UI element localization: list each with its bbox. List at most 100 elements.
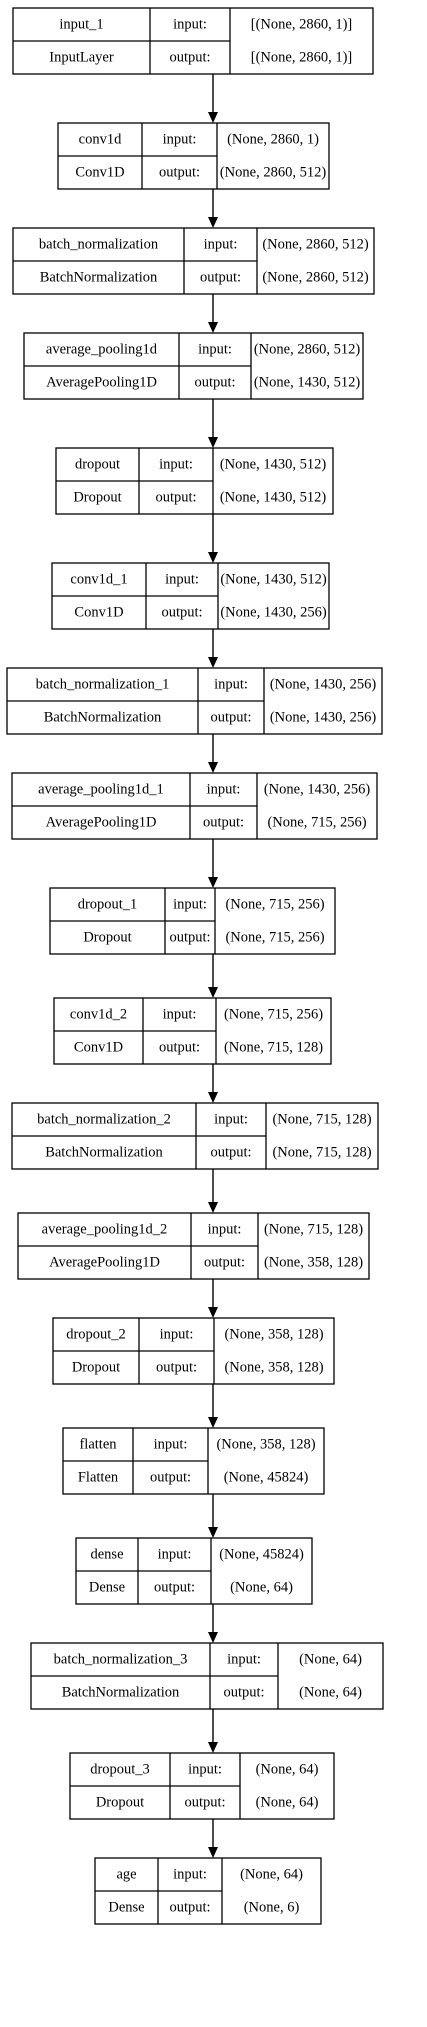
- layer-node-dropout_3: dropout_3 Dropout input: output: (None, 64) (…: [69, 1752, 335, 1820]
- arrowhead: [208, 987, 218, 998]
- nodes-layer: input_1 InputLayer input: output: [(None, 28…: [6, 7, 384, 1925]
- input-shape: (None, 715, 128): [272, 1112, 371, 1128]
- layer-node-batch_normalization: batch_normalization BatchNormalization inp…: [12, 227, 375, 295]
- output-shape: [(None, 2860, 1)]: [251, 50, 352, 66]
- input-label: input:: [198, 342, 232, 358]
- layer-name: age: [116, 1867, 136, 1883]
- arrowhead: [208, 1742, 218, 1753]
- input-shape: (None, 1430, 512): [220, 572, 326, 588]
- layer-name: dropout_3: [90, 1762, 150, 1778]
- input-shape: (None, 358, 128): [224, 1327, 323, 1343]
- input-label: input:: [173, 17, 207, 33]
- layer-name: average_pooling1d_2: [42, 1222, 168, 1238]
- input-label: input:: [214, 677, 248, 693]
- edge-arrow: [208, 189, 218, 228]
- layer-type: Dropout: [96, 1795, 144, 1811]
- input-label: input:: [159, 457, 193, 473]
- layer-type: Conv1D: [74, 1040, 123, 1056]
- input-label: input:: [208, 1222, 242, 1238]
- output-shape: (None, 45824): [224, 1470, 309, 1486]
- output-shape: (None, 358, 128): [264, 1255, 363, 1271]
- output-label: output:: [210, 710, 251, 726]
- layer-node-age: age Dense input: output: (None, 64) (None, 6): [94, 1857, 322, 1925]
- output-label: output:: [210, 1145, 251, 1161]
- layer-type: Dense: [108, 1900, 144, 1916]
- layer-node-dropout: dropout Dropout input: output: (None, 1430, …: [55, 447, 334, 515]
- output-shape: (None, 1430, 256): [270, 710, 376, 726]
- arrowhead: [208, 437, 218, 448]
- input-shape: (None, 1430, 256): [270, 677, 376, 693]
- input-label: input:: [158, 1547, 192, 1563]
- arrowhead: [208, 1202, 218, 1213]
- arrowhead: [208, 1632, 218, 1643]
- layer-type: AveragePooling1D: [46, 815, 157, 831]
- input-label: input:: [188, 1762, 222, 1778]
- layer-node-conv1d_2: conv1d_2 Conv1D input: output: (None, 715, 2…: [53, 997, 332, 1065]
- layer-node-batch_normalization_1: batch_normalization_1 BatchNormalization i…: [6, 667, 383, 735]
- output-label: output:: [169, 50, 210, 66]
- layer-node-batch_normalization_3: batch_normalization_3 BatchNormalization i…: [30, 1642, 384, 1710]
- layer-name: dense: [90, 1547, 123, 1563]
- input-shape: (None, 2860, 1): [227, 132, 319, 148]
- input-shape: (None, 1430, 256): [264, 782, 370, 798]
- layer-type: AveragePooling1D: [46, 375, 157, 391]
- output-shape: (None, 1430, 256): [220, 605, 326, 621]
- layer-node-batch_normalization_2: batch_normalization_2 BatchNormalization i…: [11, 1102, 379, 1170]
- layer-name: conv1d: [79, 132, 122, 148]
- layer-type: Conv1D: [75, 165, 124, 181]
- output-label: output:: [184, 1795, 225, 1811]
- edge-arrow: [208, 514, 218, 563]
- output-label: output:: [154, 1580, 195, 1596]
- layer-node-conv1d: conv1d Conv1D input: output: (None, 2860, 1)…: [57, 122, 330, 190]
- edge-arrow: [208, 629, 218, 668]
- output-label: output:: [169, 1900, 210, 1916]
- layer-node-dense: dense Dense input: output: (None, 45824) (Non…: [75, 1537, 313, 1605]
- input-shape: (None, 715, 256): [224, 1007, 323, 1023]
- output-shape: (None, 2860, 512): [262, 270, 368, 286]
- arrowhead: [208, 1847, 218, 1858]
- edge-arrow: [208, 399, 218, 448]
- layer-node-conv1d_1: conv1d_1 Conv1D input: output: (None, 1430, …: [51, 562, 330, 630]
- input-shape: (None, 2860, 512): [254, 342, 360, 358]
- input-label: input:: [165, 572, 199, 588]
- edge-arrow: [208, 839, 218, 888]
- layer-type: Flatten: [78, 1470, 119, 1486]
- output-label: output:: [156, 1360, 197, 1376]
- layer-name: conv1d_1: [70, 572, 127, 588]
- input-shape: [(None, 2860, 1)]: [251, 17, 352, 33]
- edge-arrow: [208, 954, 218, 998]
- edge-arrow: [208, 1494, 218, 1538]
- layer-type: BatchNormalization: [45, 1145, 163, 1161]
- layer-node-average_pooling1d: average_pooling1d AveragePooling1D input: o…: [23, 332, 364, 400]
- edge-arrow: [208, 294, 218, 333]
- edge-arrow: [208, 1604, 218, 1643]
- input-shape: (None, 1430, 512): [220, 457, 326, 473]
- edge-arrow: [208, 1709, 218, 1753]
- arrowhead: [208, 762, 218, 773]
- output-label: output:: [159, 165, 200, 181]
- layer-name: batch_normalization_3: [54, 1652, 188, 1668]
- output-shape: (None, 64): [299, 1685, 362, 1701]
- layer-name: dropout_2: [66, 1327, 126, 1343]
- output-shape: (None, 2860, 512): [220, 165, 326, 181]
- arrowhead: [208, 1307, 218, 1318]
- arrowhead: [208, 552, 218, 563]
- edge-arrow: [208, 1384, 218, 1428]
- output-label: output:: [203, 815, 244, 831]
- input-label: input:: [154, 1437, 188, 1453]
- output-shape: (None, 1430, 512): [254, 375, 360, 391]
- edge-arrow: [208, 734, 218, 773]
- layer-type: Dropout: [72, 1360, 120, 1376]
- output-shape: (None, 64): [230, 1580, 293, 1596]
- edge-arrow: [208, 1169, 218, 1213]
- layer-type: Dropout: [83, 930, 131, 946]
- arrowhead: [208, 217, 218, 228]
- input-label: input:: [163, 1007, 197, 1023]
- output-shape: (None, 6): [244, 1900, 300, 1916]
- arrowhead: [208, 322, 218, 333]
- edge-arrow: [208, 1279, 218, 1318]
- input-shape: (None, 2860, 512): [262, 237, 368, 253]
- output-label: output:: [159, 1040, 200, 1056]
- input-shape: (None, 715, 128): [264, 1222, 363, 1238]
